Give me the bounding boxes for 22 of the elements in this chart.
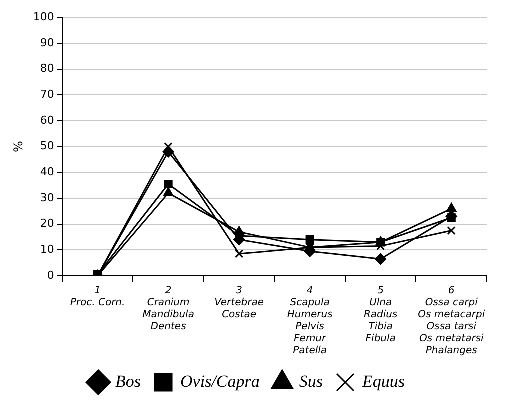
legend-label: Ovis/Capra xyxy=(180,372,260,391)
x-tick-label: 6 Ossa carpi Os metacarpi Ossa tarsi Os metatarsi Phalanges xyxy=(418,286,486,357)
y-tick-label: 10 xyxy=(40,243,54,256)
y-tick-label: 0 xyxy=(47,268,54,282)
y-tick-label: 100 xyxy=(33,10,54,24)
x-tick-label: 4 Scapula Humerus Pelvis Femur Patella xyxy=(287,286,333,357)
y-axis-title: % xyxy=(11,141,26,153)
legend-label: Sus xyxy=(299,372,324,391)
x-tick-label: 3 Vertebrae Costae xyxy=(214,286,264,321)
y-tick-label: 80 xyxy=(40,62,54,76)
y-tick-label: 30 xyxy=(40,191,54,204)
x-tick-label: 5 Ulna Radius Tibia Fibula xyxy=(364,286,398,345)
legend-label: Equus xyxy=(361,372,406,391)
y-tick-label: 50 xyxy=(40,140,54,153)
y-tick-label: 40 xyxy=(40,166,54,178)
x-tick-label: 2 Cranium Mandibula Dentes xyxy=(142,286,194,333)
y-tick-label: 60 xyxy=(40,114,54,127)
y-tick-label: 90 xyxy=(40,36,54,50)
x-tick-label: 1 Proc. Corn. xyxy=(70,286,126,309)
y-tick-label: 70 xyxy=(40,88,54,101)
legend-label: Bos xyxy=(116,372,142,391)
y-tick-label: 20 xyxy=(40,217,54,230)
